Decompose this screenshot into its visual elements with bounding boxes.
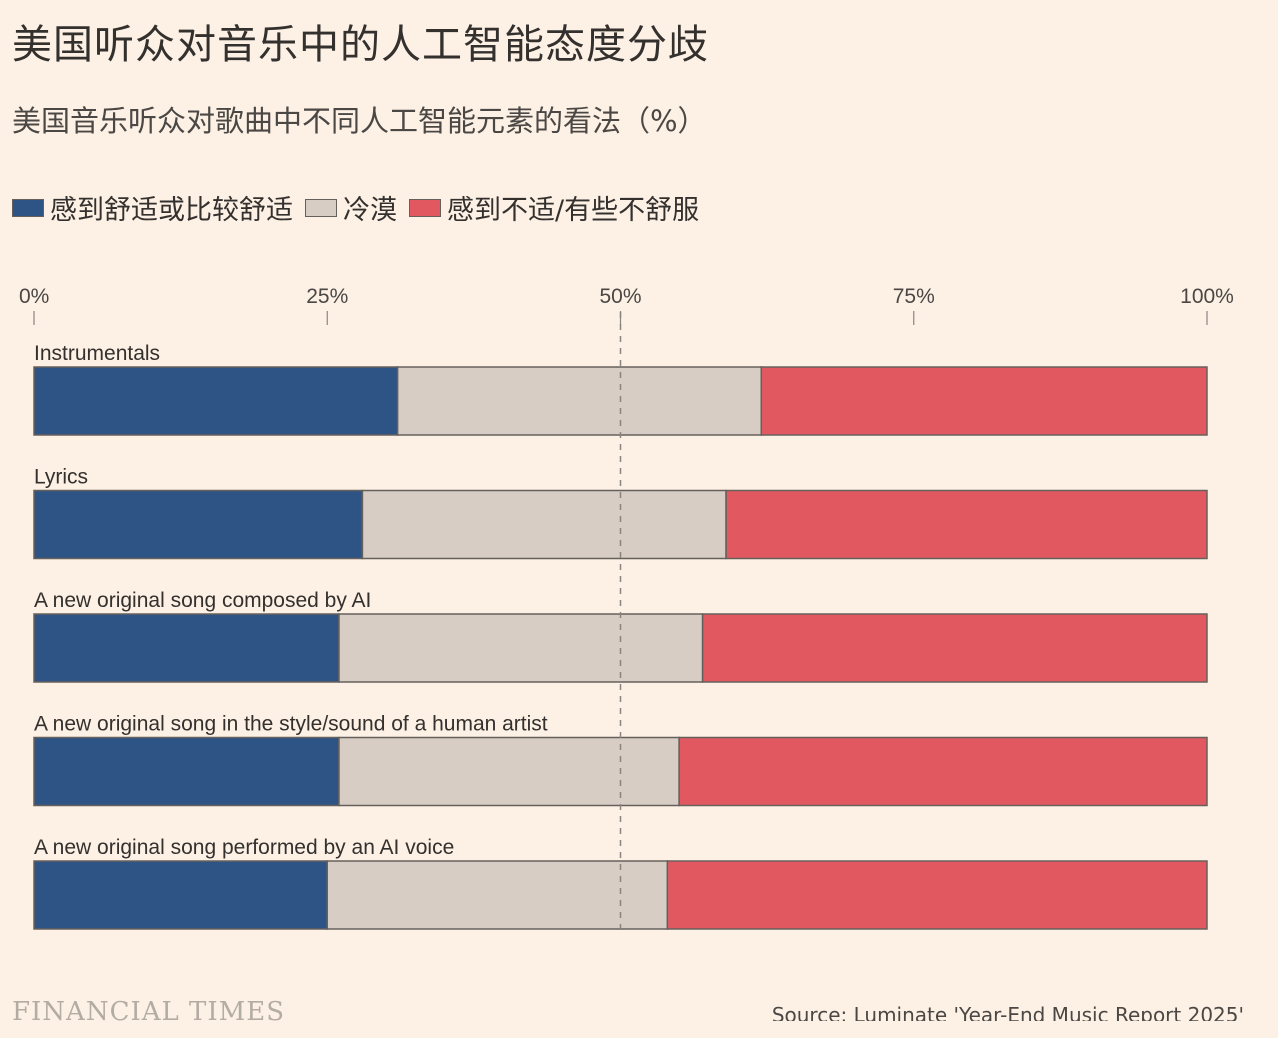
bar-segment-indifferent	[326, 860, 669, 930]
bar-segment-comfortable	[33, 489, 364, 560]
bar-segment-comfortable	[33, 366, 399, 436]
category-label: A new original song in the style/sound o…	[34, 713, 548, 736]
bar-segment-uncomfortable	[760, 366, 1208, 436]
legend-item-comfortable: 感到舒适或比较舒适	[12, 188, 293, 227]
bar-segment-comfortable	[33, 613, 340, 683]
bar-segment-comfortable	[33, 860, 328, 930]
x-tick-label: 75%	[893, 285, 935, 308]
chart-title: 美国听众对音乐中的人工智能态度分歧	[12, 22, 709, 68]
category-label: Instrumentals	[34, 342, 160, 365]
bar-segment-indifferent	[338, 736, 680, 807]
chart-subtitle: 美国音乐听众对歌曲中不同人工智能元素的看法（%）	[12, 104, 707, 138]
legend-swatch-indifferent	[305, 198, 337, 217]
legend-item-indifferent: 冷漠	[305, 188, 397, 227]
x-tick-label: 50%	[599, 285, 641, 308]
bar-segment-uncomfortable	[725, 489, 1208, 560]
bar-segment-indifferent	[396, 366, 763, 436]
bar-segment-uncomfortable	[678, 736, 1208, 807]
x-tick-label: 0%	[19, 285, 49, 308]
bar-segment-comfortable	[33, 736, 340, 807]
x-tick-label: 100%	[1180, 285, 1234, 308]
bar-segment-uncomfortable	[666, 860, 1208, 930]
ft-logo: FINANCIAL TIMES	[12, 997, 286, 1021]
bar-segment-uncomfortable	[701, 613, 1208, 683]
bar-segment-indifferent	[338, 613, 704, 683]
category-label: A new original song composed by AI	[34, 589, 371, 612]
category-label: A new original song performed by an AI v…	[34, 836, 454, 859]
legend-item-uncomfortable: 感到不适/有些不舒服	[409, 188, 699, 227]
source-note: Source: Luminate 'Year-End Music Report …	[771, 1003, 1244, 1021]
stacked-bar-chart: 0% 25% 50% 75% 100% Instrumentals Lyrics A new …	[19, 285, 1234, 936]
legend-swatch-uncomfortable	[409, 198, 441, 217]
category-label: Lyrics	[34, 466, 88, 489]
bar-segment-indifferent	[361, 489, 727, 560]
legend: 感到舒适或比较舒适 冷漠 感到不适/有些不舒服	[12, 188, 711, 227]
legend-label-uncomfortable: 感到不适/有些不舒服	[447, 195, 700, 226]
legend-label-indifferent: 冷漠	[343, 195, 397, 226]
x-tick-label: 25%	[306, 285, 348, 308]
legend-label-comfortable: 感到舒适或比较舒适	[50, 195, 293, 226]
legend-swatch-comfortable	[12, 198, 44, 217]
